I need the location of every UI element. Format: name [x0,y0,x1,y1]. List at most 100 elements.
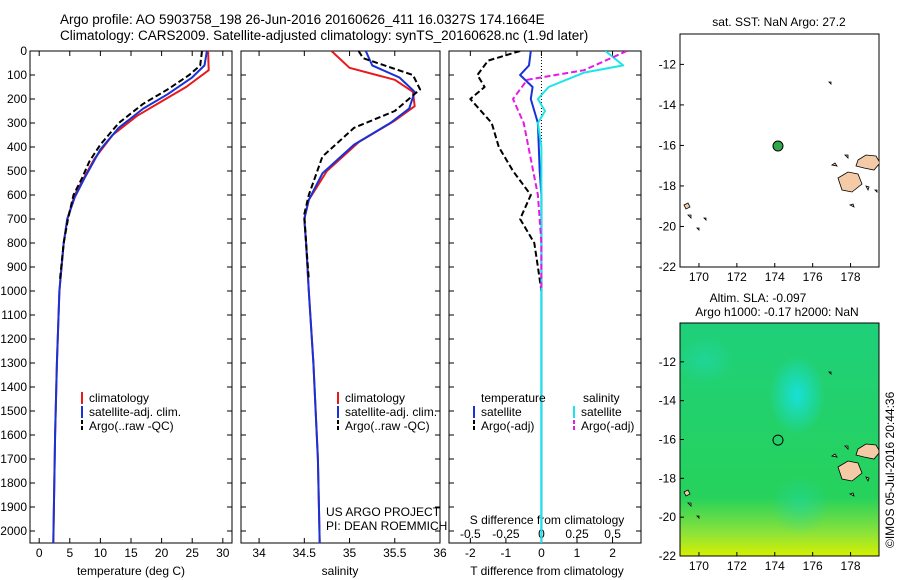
figure-title-line1: Argo profile: AO 5903758_198 26-Jun-2016… [60,12,545,27]
y-tick-label: 1100 [1,308,27,322]
sst-map-lat-axis: -12 -14 -16 -18 -20 -22 [659,57,684,274]
y-tick-label: 1200 [0,332,27,346]
y-tick-label: 2000 [0,524,27,538]
legend-t-sat-label: satellite [481,405,522,419]
x-tick-label: 5 [66,546,73,560]
difference-series [469,51,628,543]
legend-temperature-title: temperature [481,391,546,405]
sla-map-field [680,323,879,556]
lat-tick-label: -20 [659,510,677,524]
s-diff-tick-label: 0.25 [565,527,589,541]
lat-tick-label: -12 [659,355,677,369]
x-tick-label: 34.5 [293,546,317,560]
salinity-panel-frame [240,50,441,544]
lat-tick-label: -14 [659,394,677,408]
y-tick-label: 400 [7,140,27,154]
temperature-axis-label: temperature (deg C) [77,564,185,578]
s-diff-tick-label: -0.25 [492,527,520,541]
x-tick-label: 0 [36,546,43,560]
legend-argo-label: Argo(..raw -QC) [345,419,430,433]
x-tick-label: 2 [609,546,616,560]
legend-sat-label: satellite-adj. clim. [345,405,437,419]
y-tick-label: 0 [20,44,27,58]
lon-tick-label: 178 [841,559,861,573]
salinity-legend: climatology satellite-adj. clim. Argo(..… [337,391,437,433]
project-annotation-line2: PI: DEAN ROEMMICH [326,519,447,533]
y-tick-label: 1300 [0,356,27,370]
lat-tick-label: -22 [659,260,677,274]
depth-axis: 0 100 200 300 400 500 600 700 800 900 1000 1100 1200… [0,44,232,538]
sla-anomaly-high [769,355,825,435]
series-line-salinity-satellite [536,51,625,543]
x-tick-label: 15 [124,546,138,560]
project-annotation-line1: US ARGO PROJECT [326,505,441,519]
fiji-islets [683,81,878,231]
x-tick-label: 35.5 [383,546,407,560]
legend-argo-label: Argo(..raw -QC) [89,419,174,433]
figure-title-line2: Climatology: CARS2009. Satellite-adjuste… [60,28,588,43]
legend-salinity-title: salinity [583,391,620,405]
fiji-island-second [837,460,863,482]
temperature-panel-frame [29,50,233,544]
argo-float-marker [772,140,784,152]
salinity-x-axis: 34 34.5 35 35.5 36 [252,51,447,560]
series-line-argo-raw-qc- [303,51,422,280]
fiji-island-second [837,171,863,193]
lon-tick-label: 172 [727,270,747,284]
fiji-island-main [855,443,879,460]
sla-anomaly-south [770,475,830,535]
sst-map-title: sat. SST: NaN Argo: 27.2 [712,15,846,29]
y-tick-label: 1600 [0,428,27,442]
lon-tick-label: 178 [841,270,861,284]
x-tick-label: 35 [343,546,357,560]
y-tick-label: 500 [7,164,27,178]
sst-map-lon-axis: 170 172 174 176 178 [689,263,861,284]
y-tick-label: 300 [7,116,27,130]
salinity-axis-label: salinity [322,564,359,578]
lon-tick-label: 176 [803,270,823,284]
sla-map-title-line2: Argo h1000: -0.17 h2000: NaN [695,305,858,319]
s-diff-tick-label: 0.5 [604,527,621,541]
x-tick-label: 34 [252,546,266,560]
sla-anomaly-mid [680,336,735,384]
series-line-temperature-argo-adj- [469,51,543,292]
y-tick-label: 700 [7,212,27,226]
sla-map-title-line1: Altim. SLA: -0.097 [710,291,807,305]
sst-map-land [683,81,879,231]
x-tick-label: -1 [501,546,512,560]
lat-tick-label: -20 [659,219,677,233]
legend-clim-label: climatology [89,391,149,405]
temperature-legend: climatology satellite-adj. clim. Argo(..… [81,391,181,433]
x-tick-label: 20 [155,546,169,560]
temperature-series [52,51,210,543]
lon-tick-label: 170 [689,270,709,284]
x-tick-label: 0 [538,546,545,560]
legend-clim-label: climatology [345,391,405,405]
y-tick-label: 1000 [0,284,27,298]
lat-tick-label: -16 [659,433,677,447]
series-line-argo-raw-qc- [59,51,203,280]
x-tick-label: 1 [574,546,581,560]
sla-map-lat-axis: -12 -14 -16 -18 -20 -22 [659,355,684,563]
lat-tick-label: -12 [659,57,677,71]
legend-s-argo-label: Argo(-adj) [581,419,634,433]
salinity-series [303,51,422,543]
y-tick-label: 1800 [0,476,27,490]
x-tick-label: 10 [94,546,108,560]
series-line-satellite-adj-clim- [52,51,208,543]
x-tick-label: -2 [465,546,476,560]
legend-s-sat-label: satellite [581,405,622,419]
fiji-islets [683,371,870,519]
y-tick-label: 1900 [0,500,27,514]
lat-tick-label: -16 [659,138,677,152]
salinity-y-ticks [241,50,440,532]
argo-float-marker [772,434,784,446]
y-tick-label: 600 [7,188,27,202]
lat-tick-label: -22 [659,549,677,563]
fiji-island-main [855,154,879,171]
y-tick-label: 1500 [0,404,27,418]
lat-tick-label: -14 [659,98,677,112]
x-tick-label: 30 [216,546,230,560]
sla-map-lon-axis: 170 172 174 176 178 [689,552,861,573]
